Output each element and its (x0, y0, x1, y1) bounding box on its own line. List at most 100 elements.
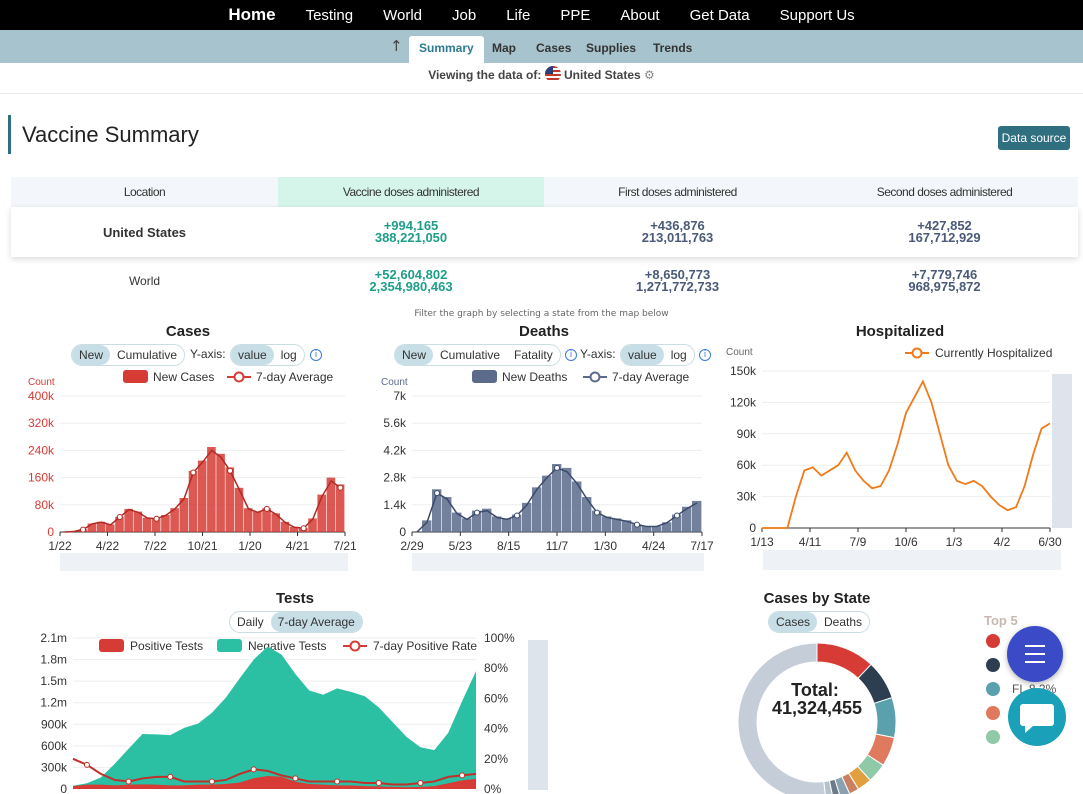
chat-button[interactable] (1008, 688, 1066, 746)
bar (179, 498, 189, 532)
y-tick-label: 320k (28, 416, 55, 430)
row-second: +7,779,746 968,975,872 (908, 266, 981, 294)
tests-daily-toggle[interactable]: Daily (237, 615, 264, 629)
state-cases-toggle[interactable]: Cases (769, 612, 818, 632)
deaths-y-unit: Count (381, 377, 408, 388)
col-doses[interactable]: Vaccine doses administered (278, 177, 544, 207)
info-icon[interactable]: i (310, 349, 322, 361)
top5-swatch (986, 706, 1000, 720)
data-source-button[interactable]: Data source (998, 126, 1070, 150)
menu-button[interactable] (1007, 626, 1063, 682)
positive-rate-point (334, 778, 341, 785)
row-first: +436,876 213,011,763 (641, 218, 714, 245)
nav-testing[interactable]: Testing (305, 6, 354, 24)
page-title: Vaccine Summary (8, 115, 199, 154)
y2-tick-label: 20% (484, 752, 508, 766)
cases-log-toggle[interactable]: log (280, 348, 297, 362)
tab-supplies[interactable]: Supplies (586, 41, 637, 55)
col-location[interactable]: Location (11, 177, 278, 207)
col-first-doses[interactable]: First doses administered (544, 177, 811, 207)
average-point (474, 509, 480, 516)
cases-new-toggle[interactable]: New (72, 345, 111, 365)
y-tick-label: 80k (35, 498, 55, 512)
info-icon[interactable]: i (699, 349, 711, 361)
state-deaths-toggle[interactable]: Deaths (824, 615, 863, 629)
top5-swatch (986, 682, 1000, 696)
nav-home[interactable]: Home (228, 5, 276, 24)
x-tick-label: 6/30 (1038, 535, 1062, 549)
nav-job[interactable]: Job (452, 6, 477, 24)
deaths-log-toggle[interactable]: log (670, 348, 687, 362)
bar (308, 518, 317, 532)
average-line (64, 449, 341, 533)
x-tick-label: 4/22 (96, 539, 120, 553)
cases-legend[interactable]: New Cases 7-day Average (123, 370, 333, 384)
average-point (300, 525, 307, 532)
donut-total-label: Total: (791, 680, 839, 700)
arrow-up-icon[interactable]: ↑ (390, 37, 403, 55)
legend-swatch (911, 347, 923, 359)
average-point (263, 505, 270, 512)
table-row[interactable]: United States +994,165 388,221,050 +436,8… (11, 207, 1078, 257)
tests-7day-toggle[interactable]: 7-day Average (270, 612, 362, 632)
tests-legend[interactable]: Positive Tests Negative Tests 7-day Posi… (99, 639, 477, 653)
donut-slice (873, 696, 897, 739)
tab-cases[interactable]: Cases (536, 41, 572, 55)
bar (115, 516, 124, 532)
bar (642, 526, 652, 532)
gear-icon[interactable]: ⚙ (644, 68, 655, 82)
bar (225, 467, 235, 532)
tab-trends[interactable]: Trends (653, 41, 693, 55)
deaths-new-toggle[interactable]: New (395, 345, 434, 365)
row-location: World (128, 273, 161, 288)
viewing-label: Viewing the data of: (428, 68, 542, 82)
tab-map[interactable]: Map (492, 41, 516, 55)
positive-rate-point (417, 779, 424, 786)
bar (124, 508, 133, 532)
viewing-country[interactable]: United States (564, 68, 641, 82)
y-tick-label: 2.1m (40, 631, 67, 645)
nav-about[interactable]: About (620, 6, 660, 24)
y-tick-label: 60k (737, 458, 757, 472)
deaths-legend[interactable]: New Deaths 7-day Average (472, 370, 689, 384)
y-tick-label: 0 (399, 525, 406, 539)
nav-support-us[interactable]: Support Us (779, 6, 855, 24)
bar (522, 502, 532, 532)
legend-swatch (472, 370, 497, 383)
y2-tick-label: 100% (484, 631, 515, 645)
hosp-legend[interactable]: Currently Hospitalized (905, 346, 1052, 360)
cases-mode-toggle: New Cumulative (71, 344, 186, 366)
nav-life[interactable]: Life (506, 6, 531, 24)
bar (87, 523, 97, 532)
tests-mode-toggle: Daily 7-day Average (229, 611, 363, 633)
bar (632, 524, 642, 532)
bar (105, 524, 115, 532)
hosp-vertical-slider (1052, 374, 1072, 528)
bar (262, 508, 271, 532)
y-tick-label: 1.2m (40, 696, 67, 710)
tests-vertical-slider (528, 640, 548, 790)
nav-ppe[interactable]: PPE (560, 6, 591, 24)
col-second-doses[interactable]: Second doses administered (811, 177, 1078, 207)
bar (452, 512, 462, 532)
y-tick-label: 7k (393, 389, 407, 403)
deaths-cumulative-toggle[interactable]: Cumulative (440, 348, 501, 362)
cases-cumulative-toggle[interactable]: Cumulative (117, 348, 178, 362)
deaths-value-toggle[interactable]: value (621, 345, 664, 365)
y2-tick-label: 80% (484, 661, 508, 675)
y-tick-label: 900k (41, 717, 68, 731)
legend-label: 7-day Positive Rate (373, 639, 477, 653)
legend-swatch (233, 371, 245, 383)
info-icon[interactable]: i (565, 349, 577, 361)
deaths-fatality-toggle[interactable]: Fatality (514, 348, 553, 362)
x-tick-label: 7/17 (690, 539, 714, 553)
average-point (116, 514, 123, 521)
nav-get-data[interactable]: Get Data (689, 6, 750, 24)
cases-value-toggle[interactable]: value (231, 345, 274, 365)
tab-summary[interactable]: Summary (409, 36, 484, 63)
y-tick-label: 0 (60, 782, 67, 794)
nav-world[interactable]: World (383, 6, 422, 24)
table-row[interactable]: World +52,604,802 2,354,980,463 +8,650,77… (11, 257, 1078, 304)
bar (532, 487, 542, 532)
